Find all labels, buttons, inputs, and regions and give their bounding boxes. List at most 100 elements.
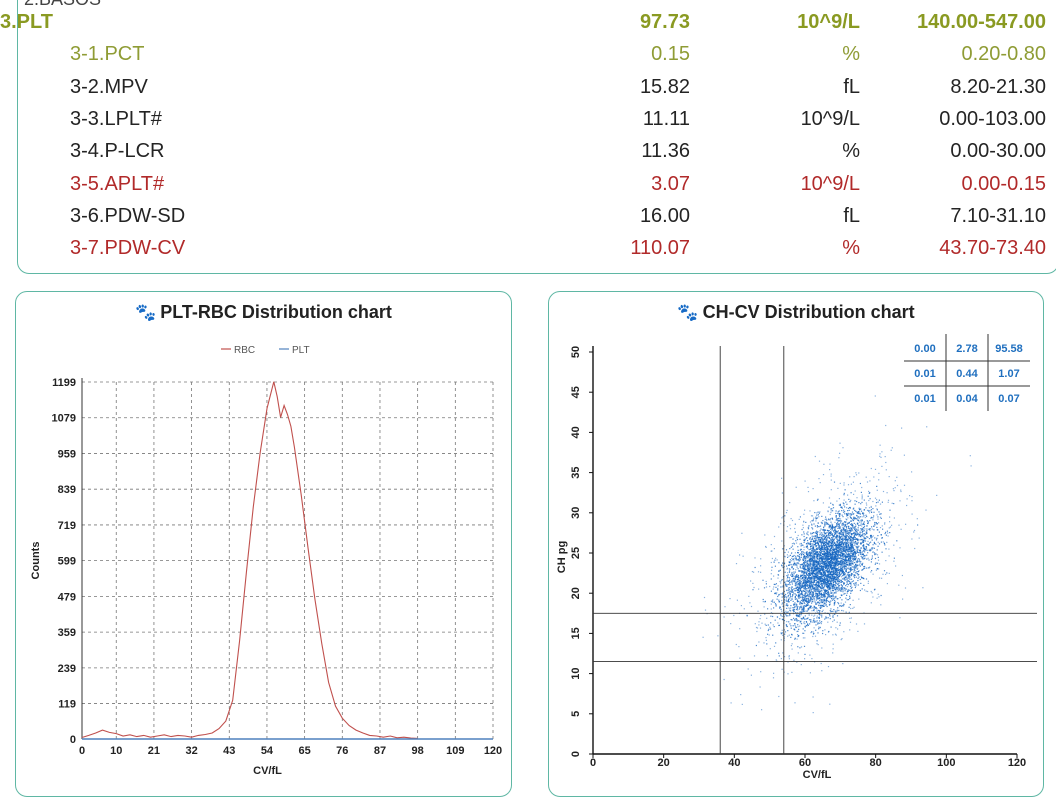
scatter-point [797,559,800,561]
result-range: 0.00-103.00 [939,107,1046,130]
scatter-point [815,539,817,541]
result-unit: % [842,43,860,66]
scatter-point [883,543,886,545]
scatter-point [837,559,839,561]
scatter-point [804,561,806,563]
scatter-point [822,562,824,564]
scatter-point [845,566,847,568]
scatter-point [813,550,815,552]
scatter-point [870,516,873,518]
x-tick-label: 80 [870,757,882,769]
scatter-point [830,582,832,584]
scatter-point [813,577,815,579]
scatter-point [839,546,841,548]
scatter-point [888,476,890,478]
scatter-point [812,554,814,556]
scatter-point [858,521,861,523]
scatter-point [798,556,801,558]
scatter-point [847,567,849,569]
scatter-point [836,525,838,527]
scatter-point [864,538,866,540]
scatter-point [896,476,898,478]
scatter-point [827,561,829,563]
cut-off-row: 2.BASOS [24,0,101,10]
scatter-point [906,504,908,507]
scatter-point [838,544,840,546]
scatter-point [830,579,832,581]
scatter-point [798,597,800,599]
result-row: 3-3.LPLT# 11.11 10^9/L 0.00-103.00 [0,103,1056,135]
scatter-point [888,572,890,574]
scatter-point [808,573,810,575]
scatter-point [795,563,797,565]
scatter-point [862,535,864,537]
scatter-point [820,541,822,543]
scatter-point [881,551,883,553]
scatter-point [812,558,814,560]
scatter-point [800,542,802,545]
scatter-point [831,541,833,543]
scatter-point [817,537,819,539]
scatter-point [818,538,820,540]
scatter-point [849,547,851,549]
scatter-point [822,605,825,607]
scatter-point [797,635,800,637]
scatter-point [816,532,818,535]
scatter-point [863,521,865,523]
scatter-point [856,518,858,520]
scatter-point [821,515,823,517]
scatter-point [812,547,814,550]
scatter-point [790,546,792,548]
scatter-point [814,570,817,572]
scatter-point [822,536,824,538]
scatter-point [813,555,815,557]
scatter-point [818,591,820,593]
scatter-point [816,589,819,591]
scatter-point [868,507,871,509]
scatter-point [820,558,822,560]
scatter-point [826,552,829,554]
x-tick-label: 87 [374,745,386,757]
scatter-point [816,608,818,610]
scatter-point [788,564,790,566]
scatter-point [816,587,818,589]
scatter-point [825,560,827,562]
scatter-point [791,573,793,575]
scatter-point [807,584,809,586]
scatter-point [812,620,814,622]
scatter-point [808,576,810,579]
scatter-point [799,603,801,605]
scatter-point [835,545,837,547]
scatter-point [854,552,856,554]
scatter-point [832,616,834,618]
scatter-point [838,498,840,500]
scatter-point [831,570,833,572]
scatter-point [784,600,786,602]
scatter-point [842,535,844,537]
scatter-point [831,526,833,529]
scatter-point [853,507,855,509]
scatter-point [803,556,805,559]
scatter-point [835,592,837,594]
scatter-point [811,566,813,568]
scatter-point [764,623,766,625]
scatter-point [784,633,786,635]
scatter-point [820,601,822,603]
scatter-point [833,560,835,562]
scatter-point [775,642,777,644]
scatter-point [825,557,827,559]
scatter-point [779,607,781,609]
scatter-point [852,563,854,565]
scatter-point [842,529,844,531]
scatter-point [774,592,776,595]
scatter-point [824,555,827,557]
scatter-point [808,568,810,570]
scatter-point [842,564,844,566]
scatter-point [852,526,854,528]
scatter-point [799,582,801,584]
scatter-point [827,556,830,558]
scatter-point [848,550,850,552]
scatter-point [829,519,831,521]
scatter-point [810,578,812,580]
scatter-point [803,632,805,634]
